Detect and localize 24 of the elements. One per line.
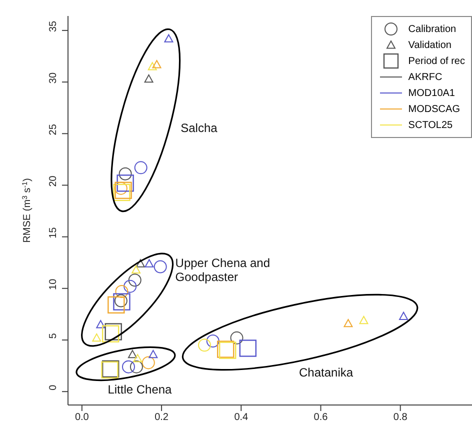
legend-label: SCTOL25 <box>408 118 453 132</box>
annotation: Upper Chena and Goodpaster <box>175 256 270 284</box>
legend-label: Calibration <box>408 22 456 36</box>
y-tick-label: 0 <box>48 384 59 390</box>
legend-label: MOD10A1 <box>408 86 455 100</box>
annotation: Salcha <box>180 121 218 136</box>
legend-label: Period of rec <box>408 54 465 68</box>
x-tick-label: 0.2 <box>154 412 169 424</box>
legend-label: MODSCAG <box>408 102 460 116</box>
legend-label: AKRFC <box>408 70 442 84</box>
y-tick-label: 15 <box>48 226 59 238</box>
x-tick-label: 0.8 <box>393 412 408 424</box>
x-tick-label: 0.6 <box>314 412 328 424</box>
legend-label: Validation <box>408 38 452 52</box>
y-tick-label: 25 <box>48 124 59 136</box>
y-tick-label: 30 <box>48 72 59 84</box>
x-tick-label: 0.4 <box>234 412 249 424</box>
y-tick-label: 10 <box>48 278 59 290</box>
y-tick-label: 35 <box>48 20 59 32</box>
y-tick-label: 20 <box>48 175 59 187</box>
y-tick-label: 5 <box>48 332 59 339</box>
annotation: Chatanika <box>299 365 354 380</box>
annotation: Little Chena <box>108 382 172 397</box>
x-tick-label: 0.0 <box>74 412 90 424</box>
